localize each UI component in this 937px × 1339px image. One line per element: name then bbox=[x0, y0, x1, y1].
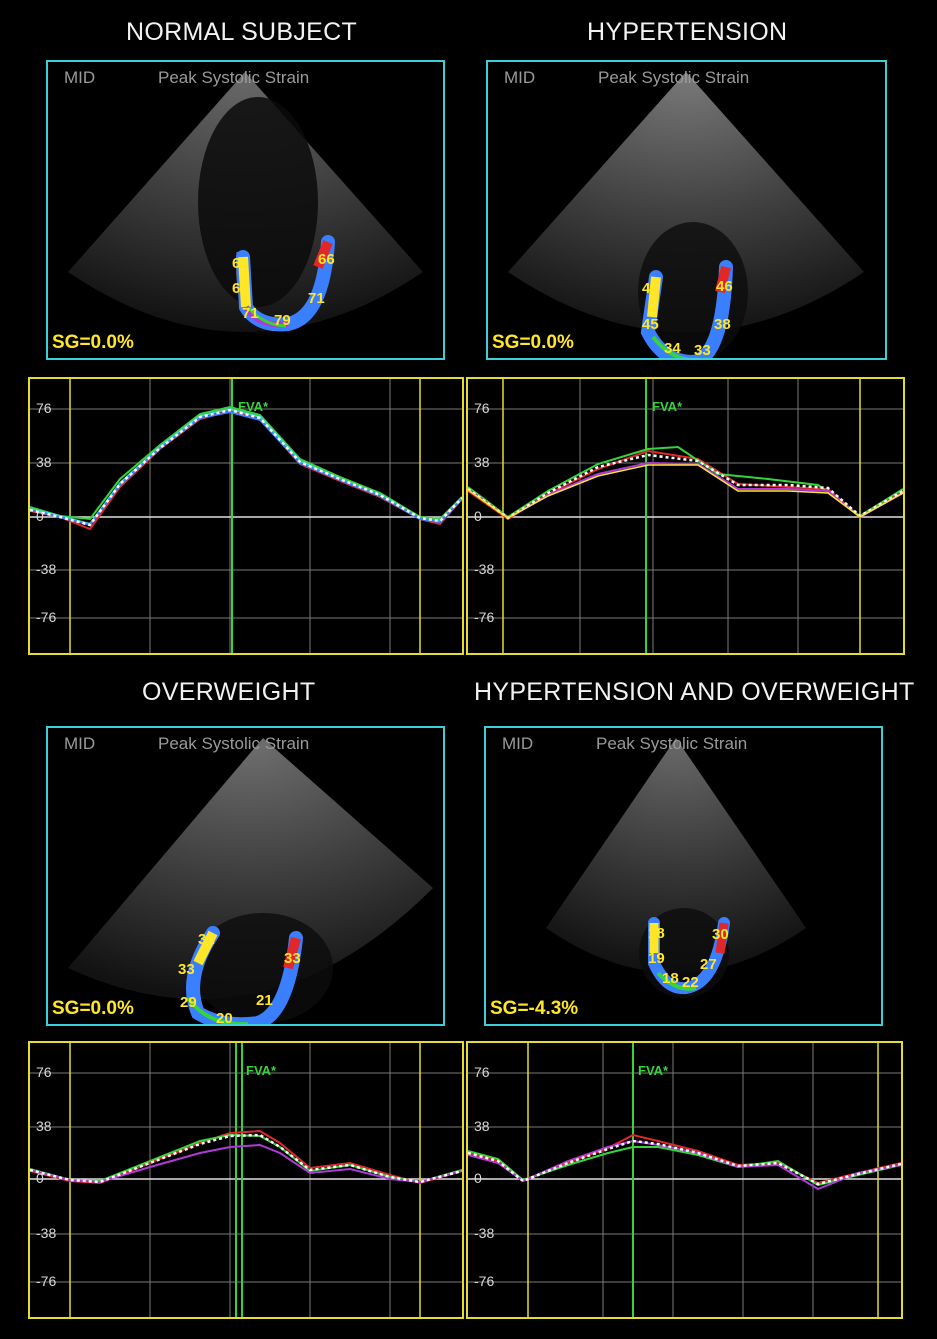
segment-value: 45 bbox=[642, 316, 659, 333]
y-tick: 38 bbox=[36, 1118, 52, 1134]
segment-value: 46 bbox=[716, 278, 733, 295]
segment-value: 19 bbox=[648, 950, 665, 967]
view-label: MID bbox=[502, 734, 534, 753]
measure-label: Peak Systolic Strain bbox=[158, 734, 310, 753]
strain-plot-normal: 76 38 0 -38 -76 FVA* bbox=[28, 377, 464, 655]
fva-marker: FVA* bbox=[652, 399, 683, 414]
strain-curves-normal bbox=[30, 379, 462, 653]
y-tick: 0 bbox=[474, 508, 482, 524]
sg-value: SG=-4.3% bbox=[490, 998, 579, 1019]
segment-value: 33 bbox=[284, 950, 301, 967]
view-label: MID bbox=[504, 68, 536, 87]
segment-value: 30 bbox=[712, 926, 729, 943]
measure-label: Peak Systolic Strain bbox=[158, 68, 310, 87]
y-tick: 38 bbox=[474, 454, 490, 470]
echo-image-hypertension bbox=[508, 72, 864, 358]
y-tick: 76 bbox=[474, 400, 490, 416]
y-tick: 76 bbox=[36, 400, 52, 416]
segment-value: 33 bbox=[694, 342, 711, 359]
segment-value: 67 bbox=[232, 280, 249, 297]
y-tick: 0 bbox=[474, 1170, 482, 1186]
sg-value: SG=0.0% bbox=[492, 332, 574, 353]
strain-curves-overweight bbox=[30, 1043, 462, 1317]
segment-value: 79 bbox=[274, 312, 291, 329]
echo-image-hypertension-overweight bbox=[546, 738, 806, 998]
y-tick: 0 bbox=[36, 508, 44, 524]
y-tick: -38 bbox=[474, 1225, 495, 1241]
fva-marker: FVA* bbox=[238, 399, 269, 414]
panel-title-hypertension: HYPERTENSION bbox=[587, 18, 788, 46]
segment-value: 71 bbox=[242, 305, 259, 322]
segment-value: 71 bbox=[308, 290, 325, 307]
fva-marker: FVA* bbox=[638, 1063, 669, 1078]
segment-value: 33 bbox=[178, 961, 195, 978]
echo-frame-overweight: MID Peak Systolic Strain 32 33 29 20 21 … bbox=[46, 726, 445, 1026]
strain-plot-hypertension-overweight: 76 38 0 -38 -76 FVA* bbox=[466, 1041, 903, 1319]
echo-frame-hypertension: MID Peak Systolic Strain 44 45 34 33 38 … bbox=[486, 60, 887, 360]
y-tick: -38 bbox=[36, 561, 57, 577]
segment-value: 21 bbox=[256, 992, 273, 1009]
segment-value: 34 bbox=[664, 340, 681, 357]
y-tick: -76 bbox=[36, 1273, 57, 1289]
segment-value: 29 bbox=[180, 994, 197, 1011]
sg-value: SG=0.0% bbox=[52, 998, 134, 1019]
strain-curves-hypertension bbox=[468, 379, 903, 653]
segment-value: 44 bbox=[642, 280, 659, 297]
strain-curves-hypertension-overweight bbox=[468, 1043, 901, 1317]
view-label: MID bbox=[64, 68, 96, 87]
panel-title-normal: NORMAL SUBJECT bbox=[126, 18, 358, 46]
y-tick: 76 bbox=[36, 1064, 52, 1080]
segment-value: 66 bbox=[318, 251, 335, 268]
y-tick: 38 bbox=[474, 1118, 490, 1134]
segment-value: 18 bbox=[648, 925, 665, 942]
segment-value: 18 bbox=[662, 970, 679, 987]
panel-title-overweight: OVERWEIGHT bbox=[142, 678, 316, 706]
y-tick: -38 bbox=[36, 1225, 57, 1241]
strain-plot-overweight: 76 38 0 -38 -76 FVA* bbox=[28, 1041, 464, 1319]
fva-marker: FVA* bbox=[246, 1063, 277, 1078]
segment-value: 38 bbox=[714, 316, 731, 333]
y-tick: 0 bbox=[36, 1170, 44, 1186]
segment-value: 32 bbox=[198, 931, 215, 948]
segment-value: 22 bbox=[682, 974, 699, 991]
echo-frame-hypertension-overweight: MID Peak Systolic Strain 18 19 18 22 27 … bbox=[484, 726, 883, 1026]
echo-image-normal bbox=[68, 72, 423, 332]
segment-value: 20 bbox=[216, 1010, 233, 1026]
segment-value: 27 bbox=[700, 956, 717, 973]
view-label: MID bbox=[64, 734, 96, 753]
y-tick: -38 bbox=[474, 561, 495, 577]
segment-value: 60 bbox=[232, 255, 249, 272]
y-tick: 38 bbox=[36, 454, 52, 470]
echo-image-overweight bbox=[68, 738, 433, 1024]
sg-value: SG=0.0% bbox=[52, 332, 134, 353]
y-tick: -76 bbox=[474, 609, 495, 625]
y-tick: -76 bbox=[474, 1273, 495, 1289]
measure-label: Peak Systolic Strain bbox=[596, 734, 748, 753]
strain-plot-hypertension: 76 38 0 -38 -76 FVA* bbox=[466, 377, 905, 655]
echo-frame-normal: MID Peak Systolic Strain 60 67 71 79 71 … bbox=[46, 60, 445, 360]
panel-title-hypertension-overweight: HYPERTENSION AND OVERWEIGHT bbox=[474, 678, 915, 706]
measure-label: Peak Systolic Strain bbox=[598, 68, 750, 87]
y-tick: -76 bbox=[36, 609, 57, 625]
y-tick: 76 bbox=[474, 1064, 490, 1080]
